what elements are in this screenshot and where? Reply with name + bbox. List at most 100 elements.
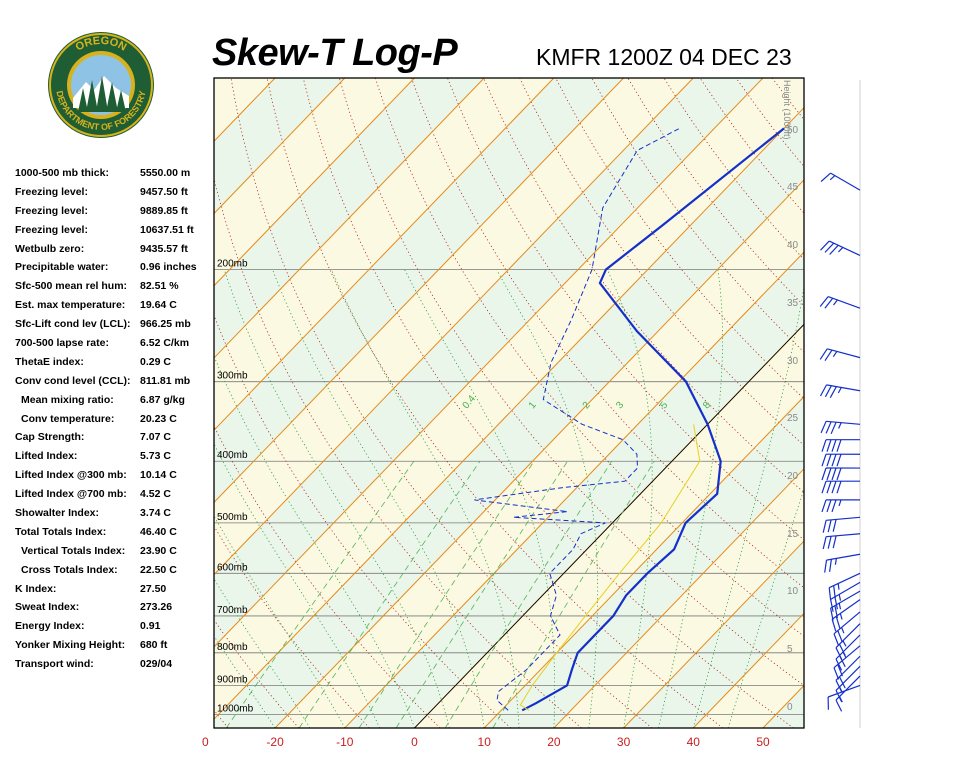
- height-tick-label: 15: [787, 529, 799, 540]
- wind-barb-flag: [830, 599, 834, 612]
- index-row: 1000-500 mb thick: 5550.00 m: [15, 167, 220, 186]
- wind-barb: [819, 384, 861, 398]
- wind-barb-shaft: [830, 590, 861, 609]
- index-value: 9457.50 ft: [140, 185, 188, 198]
- index-value: 27.50: [140, 582, 167, 595]
- wind-barb-half-flag: [837, 387, 842, 394]
- isotherm-line: [214, 78, 624, 504]
- wind-barb-flag: [820, 421, 827, 434]
- dry-adiabat-line: [844, 78, 960, 728]
- pressure-label: 700mb: [217, 605, 248, 616]
- index-row: Freezing level: 9889.85 ft: [15, 205, 220, 224]
- wind-barb: [821, 480, 861, 494]
- index-value: 22.50 C: [140, 563, 177, 576]
- index-row: Est. max temperature: 19.64 C: [15, 299, 220, 318]
- temperature-tick-label: 40: [687, 735, 701, 749]
- wind-barb: [835, 623, 861, 660]
- index-value: 19.64 C: [140, 299, 177, 312]
- moist-adiabat-line: [214, 515, 346, 728]
- index-label: Sweat Index:: [15, 601, 80, 614]
- wind-barb-flag: [826, 454, 832, 467]
- index-value: 811.81 mb: [140, 374, 191, 387]
- index-label: Transport wind:: [15, 658, 94, 671]
- isotherm-line: [214, 78, 415, 287]
- pressure-label: 200mb: [217, 259, 248, 270]
- index-label: 700-500 lapse rate:: [15, 337, 109, 350]
- wind-barb-flag: [837, 630, 843, 643]
- isotherm-line: [214, 78, 764, 648]
- wind-barb-half-flag: [834, 558, 837, 565]
- wind-barb-flag: [833, 633, 840, 646]
- index-row: Showalter Index: 3.74 C: [15, 507, 220, 526]
- dry-adiabat-line: [266, 78, 724, 728]
- wind-barb: [821, 499, 861, 513]
- wind-barb-flag: [824, 242, 835, 253]
- wind-barb-shaft: [826, 384, 861, 392]
- plot-frame: [213, 77, 805, 729]
- wind-barb-half-flag: [838, 594, 842, 601]
- wind-barb: [822, 533, 861, 550]
- wind-barb-shaft: [830, 172, 861, 191]
- wind-barb-flag: [835, 680, 843, 692]
- index-value: 9435.57 ft: [140, 242, 188, 255]
- index-label: Lifted Index:: [15, 450, 78, 463]
- index-label: Conv cond level (CCL):: [15, 374, 131, 387]
- wind-barb-flag: [833, 667, 840, 680]
- wind-barb: [827, 684, 861, 710]
- mixing-ratio-label: 3: [614, 400, 626, 412]
- height-tick-label: 30: [787, 356, 799, 367]
- wind-barb-flag: [831, 439, 837, 452]
- index-row: Wetbulb zero: 9435.57 ft: [15, 243, 220, 262]
- isotherm-line: [214, 106, 804, 720]
- index-value: 966.25 mb: [140, 318, 191, 331]
- wind-barb-shaft: [827, 296, 861, 309]
- index-value: 10.14 C: [140, 469, 177, 482]
- temperature-tick-label: 50: [756, 735, 770, 749]
- plot-area: 0.4 1 2 3 5 8: [214, 78, 960, 728]
- index-row: Lifted Index: 5.73 C: [15, 450, 220, 469]
- index-row: Lifted Index @300 mb: 10.14 C: [15, 469, 220, 488]
- temperature-tick-label: 0: [411, 735, 418, 749]
- wind-barb-flag: [830, 607, 834, 621]
- mixing-ratio-label: 5: [658, 400, 670, 412]
- temperature-tick-label: -20: [266, 735, 284, 749]
- wind-barb: [830, 590, 861, 621]
- wind-barb-flag: [832, 519, 837, 532]
- isotherm-line: [344, 251, 804, 728]
- index-row: Freezing level: 9457.50 ft: [15, 186, 220, 205]
- index-label: Sfc-500 mean rel hum:: [15, 280, 128, 293]
- index-row: Cross Totals Index: 22.50 C: [15, 564, 220, 583]
- index-label: Lifted Index @700 mb:: [15, 488, 127, 501]
- wind-barb-shaft: [826, 516, 861, 521]
- wind-barb-flag: [821, 454, 827, 467]
- index-value: 7.07 C: [140, 431, 171, 444]
- wind-barb-flag: [828, 587, 832, 601]
- index-label: Est. max temperature:: [15, 299, 126, 312]
- wind-barb-flag: [821, 499, 827, 513]
- temperature-band: [214, 78, 804, 720]
- wind-barb-flag: [834, 596, 838, 610]
- pressure-label: 400mb: [217, 450, 248, 461]
- isotherm-line: [214, 78, 485, 359]
- index-label: K Index:: [15, 582, 57, 595]
- index-row: Yonker Mixing Height: 680 ft: [15, 639, 220, 658]
- wind-barb: [835, 675, 861, 712]
- wind-barb: [820, 240, 861, 256]
- dry-adiabat-line: [808, 78, 960, 728]
- wind-barb-flag: [836, 454, 842, 467]
- temperature-tick-label: -10: [336, 735, 354, 749]
- wind-barb-flag: [835, 616, 841, 629]
- wind-barb-shaft: [827, 348, 861, 359]
- height-tick-label: 50: [787, 125, 799, 136]
- wind-barb-flag: [834, 605, 838, 619]
- dewpoint-profile-line: [474, 127, 680, 711]
- wind-barb-flag: [836, 439, 842, 452]
- height-axis-title: Height (1000ft): [782, 80, 792, 140]
- index-value: 4.52 C: [140, 488, 171, 501]
- index-row: Mean mixing ratio: 6.87 g/kg: [15, 394, 220, 413]
- mixing-ratio-label: 8: [701, 400, 713, 412]
- moist-adiabat-line: [658, 269, 723, 728]
- temperature-tick-label: 0: [202, 735, 209, 749]
- isotherm-line: [692, 612, 804, 728]
